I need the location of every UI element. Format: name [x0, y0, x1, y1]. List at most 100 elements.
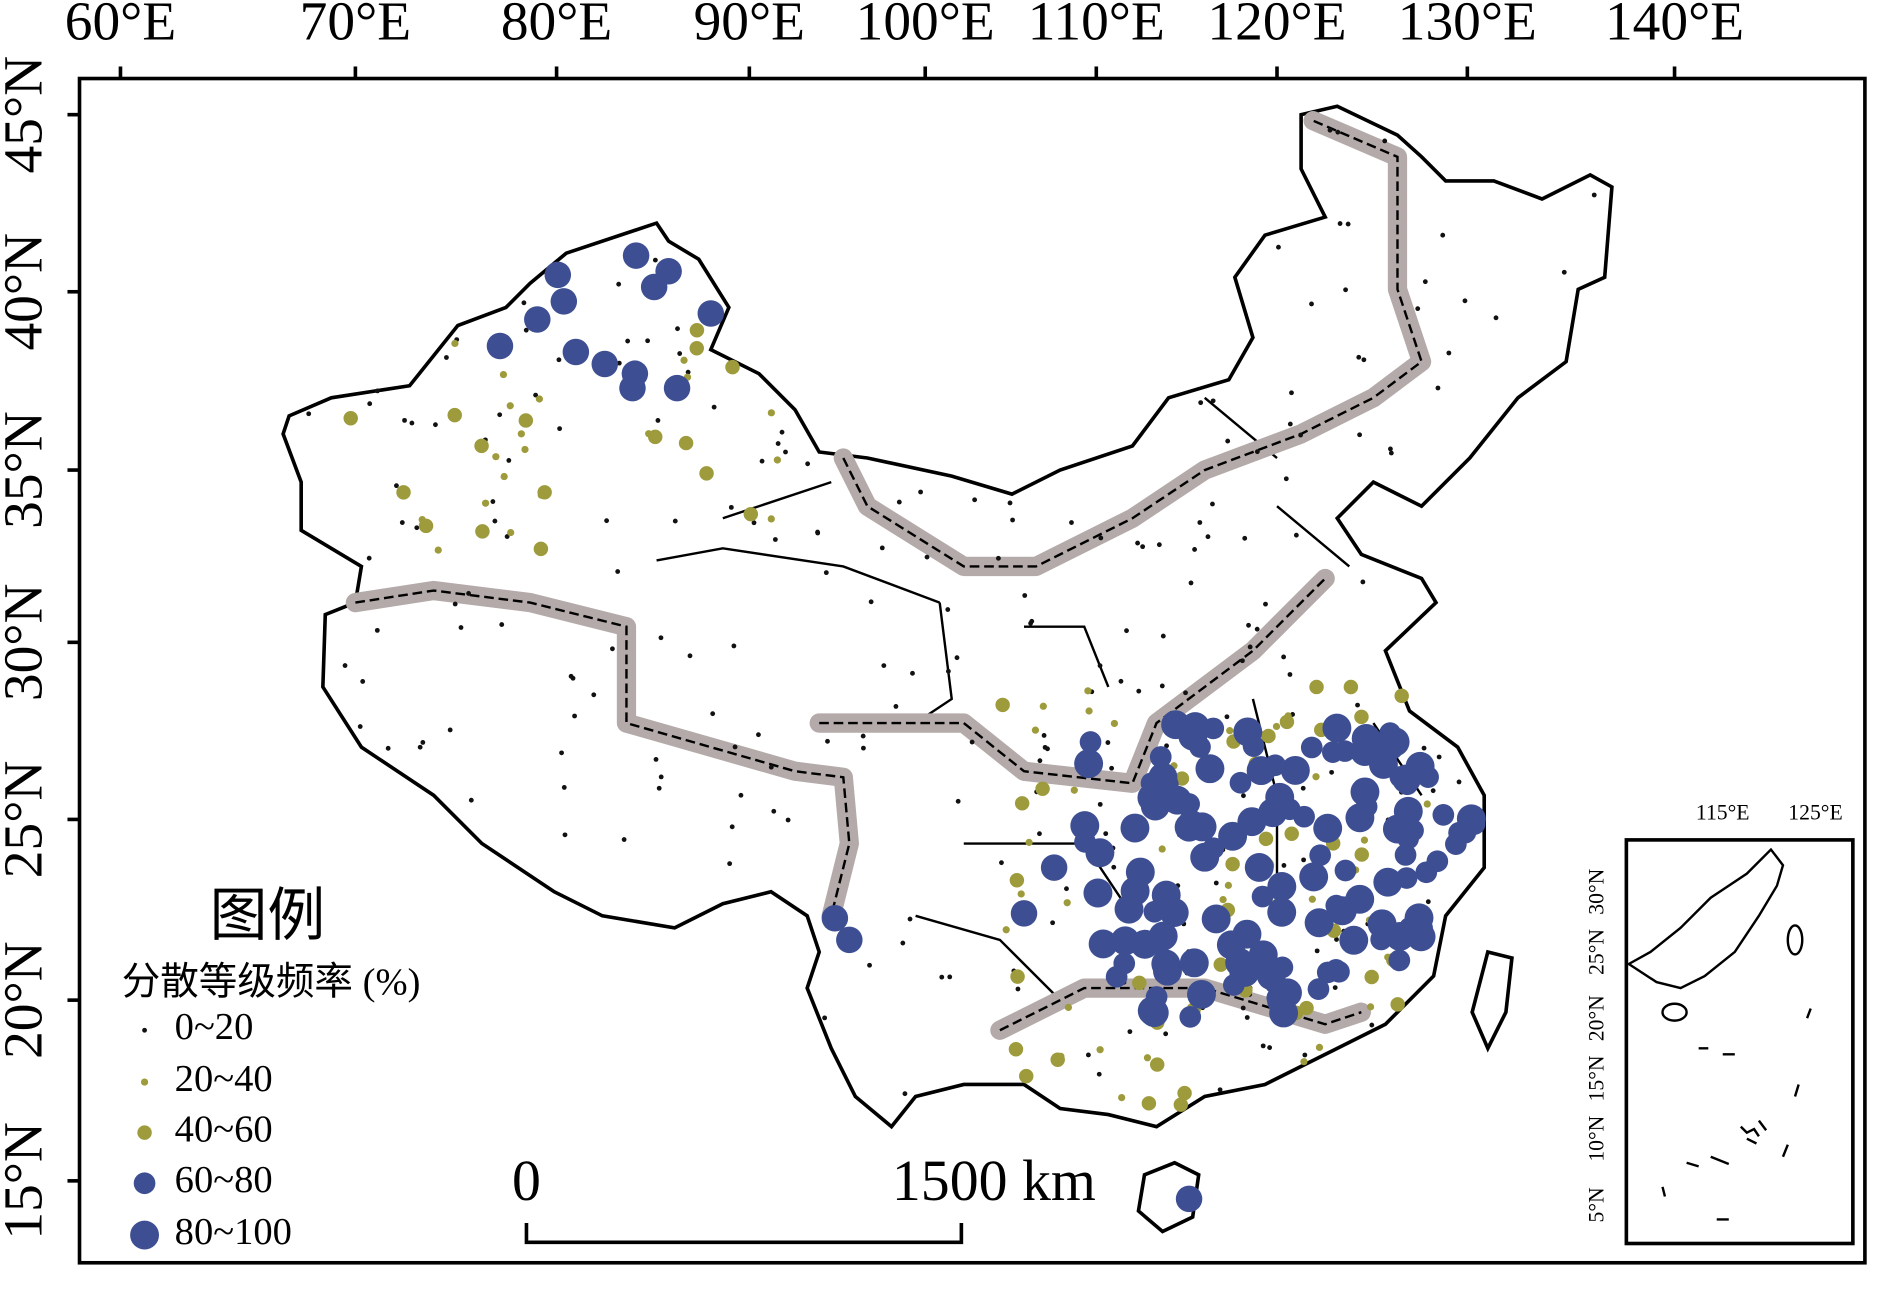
- site-dots: [306, 127, 1597, 1213]
- site-dot: [1050, 920, 1056, 926]
- site-dot: [779, 429, 785, 435]
- site-dot: [625, 338, 631, 344]
- site-dot: [409, 420, 415, 426]
- legend-title: 图例: [210, 883, 326, 948]
- site-dot: [1284, 712, 1292, 720]
- site-dot: [1041, 733, 1047, 738]
- site-dot: [1354, 709, 1369, 725]
- site-dot: [1309, 844, 1332, 867]
- site-dot: [1339, 925, 1369, 955]
- site-dot: [907, 916, 913, 922]
- site-dot: [1248, 940, 1278, 970]
- scale-start: 0: [512, 1148, 541, 1213]
- site-dot: [556, 357, 562, 363]
- site-dot: [444, 355, 449, 360]
- lon-label: 100°E: [856, 0, 995, 51]
- site-dot: [1084, 687, 1092, 695]
- site-dot: [1435, 385, 1441, 391]
- site-dot: [772, 537, 778, 542]
- site-dot: [1355, 702, 1360, 708]
- site-dot: [1079, 731, 1102, 753]
- site-dot: [1124, 628, 1129, 634]
- site-dot: [1057, 1052, 1065, 1061]
- climate-boundary-line: [819, 577, 1327, 785]
- site-dot: [738, 792, 744, 798]
- site-dot: [1040, 854, 1068, 881]
- site-dot: [1308, 895, 1316, 903]
- site-dot: [1301, 857, 1307, 863]
- site-dot: [955, 798, 961, 804]
- site-dot: [420, 740, 426, 745]
- site-dot: [499, 370, 508, 379]
- site-dot: [658, 635, 664, 641]
- scale-line: [524, 1223, 964, 1245]
- site-dot: [1300, 736, 1323, 759]
- site-dot: [517, 430, 525, 438]
- site-dot: [1307, 978, 1330, 1000]
- site-dot: [1014, 796, 1030, 811]
- site-dot: [1009, 873, 1025, 888]
- site-dot: [1035, 781, 1050, 797]
- site-dot: [506, 402, 514, 410]
- site-dot: [678, 435, 694, 451]
- site-dot: [434, 546, 442, 554]
- site-dot: [945, 668, 951, 674]
- inset-lon-label: 125°E: [1788, 801, 1842, 825]
- site-dot: [1219, 895, 1227, 904]
- site-dot: [490, 499, 496, 504]
- site-dot: [572, 713, 577, 719]
- site-dot: [775, 441, 781, 446]
- site-dot: [1127, 1029, 1133, 1035]
- site-dot: [1425, 899, 1431, 905]
- scale-bar: 0 1500 km: [512, 1148, 1096, 1245]
- site-dot: [1356, 354, 1362, 360]
- site-dot: [1389, 766, 1412, 788]
- site-dot: [1360, 579, 1366, 585]
- lon-label: 130°E: [1398, 0, 1537, 51]
- legend-label: 40~60: [175, 1109, 273, 1151]
- site-dot: [1179, 1006, 1202, 1028]
- site-dot: [1241, 793, 1246, 799]
- site-dot: [1390, 997, 1405, 1012]
- site-dot: [759, 458, 765, 464]
- site-dot: [433, 422, 438, 428]
- site-dot: [767, 409, 775, 417]
- legend-subtitle: 分散等级频率 (%): [122, 961, 421, 1004]
- site-dot: [466, 591, 471, 596]
- site-dot: [1345, 221, 1351, 227]
- lat-label: 35°N: [0, 411, 54, 529]
- site-dot: [918, 489, 924, 495]
- site-dot: [1015, 986, 1021, 992]
- site-dot: [1225, 438, 1231, 444]
- legend-symbol: [137, 1125, 152, 1140]
- site-dot: [1345, 803, 1375, 833]
- site-dot: [728, 504, 734, 510]
- site-dot: [1267, 1045, 1273, 1050]
- site-dot: [1337, 221, 1343, 226]
- site-dot: [743, 506, 759, 522]
- site-dot: [725, 359, 740, 375]
- site-dot: [1064, 1003, 1073, 1012]
- site-dot: [492, 453, 500, 461]
- site-dot: [756, 732, 761, 738]
- site-dot: [481, 499, 490, 507]
- site-dot: [1321, 741, 1344, 763]
- legend-label: 20~40: [175, 1058, 273, 1100]
- site-dot: [893, 704, 899, 709]
- site-dot: [1316, 961, 1339, 984]
- site-dot: [1039, 702, 1047, 710]
- site-dot: [1300, 785, 1306, 791]
- site-dot: [785, 817, 791, 823]
- site-dot: [452, 601, 458, 607]
- site-dot: [1179, 948, 1209, 978]
- lat-label: 25°N: [0, 761, 54, 879]
- site-dot: [544, 261, 572, 289]
- site-dot: [492, 518, 498, 524]
- site-dot: [783, 449, 788, 455]
- site-dot: [550, 288, 578, 315]
- site-dot: [1109, 765, 1115, 771]
- site-dot: [418, 518, 434, 534]
- site-dot: [947, 974, 953, 980]
- site-dot: [1096, 1046, 1104, 1054]
- site-dot: [375, 388, 380, 394]
